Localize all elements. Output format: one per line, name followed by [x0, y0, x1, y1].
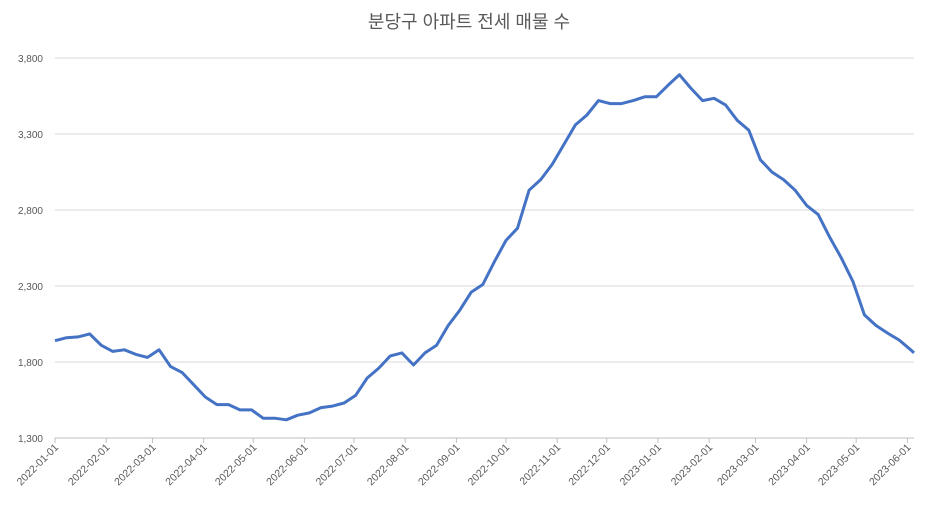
x-tick-label: 2023-04-01 — [766, 442, 813, 489]
x-tick-label: 2022-09-01 — [416, 442, 463, 489]
x-tick-label: 2022-02-01 — [66, 442, 113, 489]
y-tick-label: 1,300 — [18, 434, 43, 445]
chart-title: 분당구 아파트 전세 매물 수 — [368, 12, 570, 32]
y-tick-label: 2,800 — [18, 206, 43, 217]
x-tick-label: 2023-01-01 — [618, 442, 665, 489]
x-tick-label: 2022-08-01 — [365, 442, 412, 489]
x-tick-label: 2022-03-01 — [112, 442, 159, 489]
x-tick-label: 2022-06-01 — [264, 442, 311, 489]
x-tick-label: 2022-07-01 — [314, 442, 361, 489]
x-tick-label: 2023-06-01 — [867, 442, 914, 489]
x-tick-label: 2022-12-01 — [566, 442, 613, 489]
y-tick-label: 1,800 — [18, 358, 43, 369]
x-tick-label: 2022-10-01 — [466, 442, 513, 489]
x-tick-label: 2023-02-01 — [669, 442, 716, 489]
y-tick-label: 3,800 — [18, 54, 43, 65]
x-tick-label: 2022-01-01 — [15, 442, 62, 489]
x-tick-label: 2023-05-01 — [816, 442, 863, 489]
y-tick-label: 3,300 — [18, 130, 43, 141]
x-tick-label: 2023-03-01 — [715, 442, 762, 489]
x-tick-label: 2022-11-01 — [517, 442, 563, 488]
x-tick-label: 2022-05-01 — [213, 442, 260, 489]
data-line — [54, 73, 916, 422]
y-tick-label: 2,300 — [18, 282, 43, 293]
x-tick-label: 2022-04-01 — [163, 442, 210, 489]
